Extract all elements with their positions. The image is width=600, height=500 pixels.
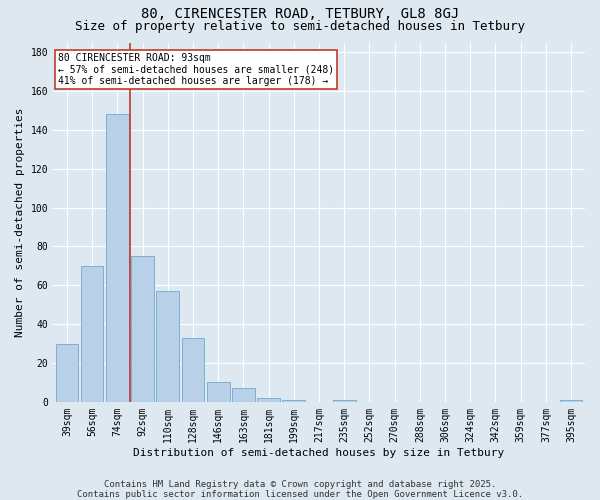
- Bar: [182, 338, 205, 402]
- Text: Size of property relative to semi-detached houses in Tetbury: Size of property relative to semi-detach…: [75, 20, 525, 33]
- X-axis label: Distribution of semi-detached houses by size in Tetbury: Distribution of semi-detached houses by …: [133, 448, 505, 458]
- Text: Contains HM Land Registry data © Crown copyright and database right 2025.
Contai: Contains HM Land Registry data © Crown c…: [77, 480, 523, 499]
- Bar: [207, 382, 230, 402]
- Bar: [560, 400, 583, 402]
- Y-axis label: Number of semi-detached properties: Number of semi-detached properties: [15, 108, 25, 337]
- Bar: [283, 400, 305, 402]
- Bar: [131, 256, 154, 402]
- Bar: [106, 114, 128, 402]
- Bar: [81, 266, 103, 402]
- Bar: [333, 400, 356, 402]
- Text: 80 CIRENCESTER ROAD: 93sqm
← 57% of semi-detached houses are smaller (248)
41% o: 80 CIRENCESTER ROAD: 93sqm ← 57% of semi…: [58, 54, 334, 86]
- Text: 80, CIRENCESTER ROAD, TETBURY, GL8 8GJ: 80, CIRENCESTER ROAD, TETBURY, GL8 8GJ: [141, 8, 459, 22]
- Bar: [257, 398, 280, 402]
- Bar: [157, 291, 179, 402]
- Bar: [232, 388, 255, 402]
- Bar: [56, 344, 78, 402]
